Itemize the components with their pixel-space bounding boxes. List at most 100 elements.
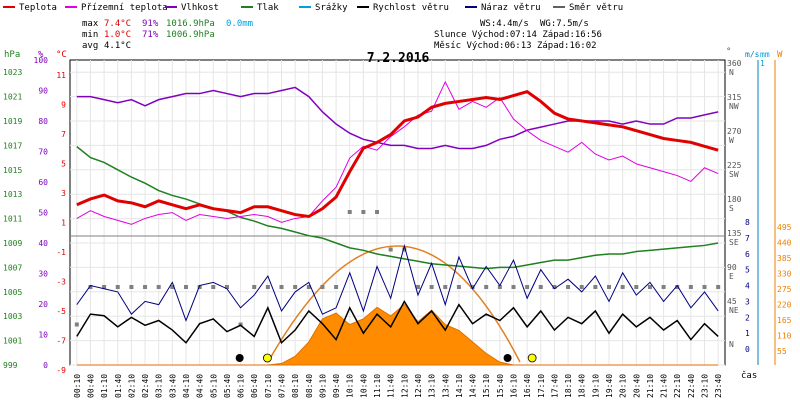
y-tick-hpa: 1015 bbox=[3, 166, 22, 175]
y-tick-ms: 2 bbox=[745, 313, 750, 322]
x-tick-label: 11:10 bbox=[373, 374, 382, 398]
moonrise-marker bbox=[235, 354, 244, 362]
y-tick-dir-deg: 360 bbox=[727, 59, 742, 68]
legend-label: Náraz větru bbox=[481, 3, 541, 13]
x-tick-label: 17:40 bbox=[550, 374, 559, 398]
y-tick-pct: 50 bbox=[38, 209, 48, 218]
x-tick-label: 12:10 bbox=[400, 374, 409, 398]
x-tick-label: 00:10 bbox=[73, 374, 82, 398]
humidity-line bbox=[76, 86, 719, 150]
y-tick-pct: 90 bbox=[38, 87, 48, 96]
wind-dir-point bbox=[279, 285, 284, 289]
y-axis-label-temp: °C bbox=[56, 50, 67, 60]
wind-dir-point bbox=[497, 285, 502, 289]
wind-dir-point bbox=[347, 210, 352, 214]
wind-dir-point bbox=[129, 285, 134, 289]
wind-dir-point bbox=[511, 285, 516, 289]
sunrise-marker bbox=[263, 353, 272, 363]
x-tick-label: 09:10 bbox=[318, 374, 327, 398]
y-tick-dir-compass: W bbox=[729, 136, 734, 145]
y-tick-hpa: 1011 bbox=[3, 215, 22, 224]
y-tick-temp: -9 bbox=[56, 366, 66, 375]
wind-dir-point bbox=[456, 285, 461, 289]
y-tick-hpa: 1021 bbox=[3, 93, 22, 102]
x-tick-label: 12:40 bbox=[414, 374, 423, 398]
y-tick-hpa: 1003 bbox=[3, 312, 22, 321]
legend-label: Směr větru bbox=[569, 3, 623, 13]
wind-dir-point bbox=[252, 285, 257, 289]
wind-dir-point bbox=[593, 285, 598, 289]
wind-dir-point bbox=[74, 322, 79, 327]
y-tick-dir-compass: N bbox=[729, 340, 734, 349]
wind-dir-point bbox=[375, 210, 380, 214]
x-tick-label: 10:10 bbox=[346, 374, 355, 398]
y-axis-label-mm: mm bbox=[760, 50, 770, 59]
y-tick-temp: 5 bbox=[61, 160, 66, 169]
y-tick-dir-deg: 45 bbox=[727, 297, 737, 306]
wind-dir-point bbox=[634, 285, 639, 289]
y-tick-pct: 20 bbox=[38, 300, 48, 309]
y-tick-wm2: 385 bbox=[777, 254, 792, 263]
wind-dir-point bbox=[702, 285, 707, 289]
y-tick-ms: 4 bbox=[745, 282, 750, 291]
stats-min-hum: 71% bbox=[142, 30, 159, 40]
y-tick-temp: 7 bbox=[61, 130, 66, 139]
x-tick-label: 23:10 bbox=[701, 374, 710, 398]
wind-dir-point bbox=[688, 285, 693, 289]
x-tick-label: 14:10 bbox=[455, 374, 464, 398]
x-tick-label: 23:40 bbox=[714, 374, 723, 398]
legend-label: Rychlost větru bbox=[373, 3, 449, 13]
x-tick-label: 18:40 bbox=[578, 374, 587, 398]
stats-min-label: min bbox=[82, 30, 98, 40]
y-tick-dir-compass: N bbox=[729, 68, 734, 77]
y-tick-hpa: 1007 bbox=[3, 263, 22, 272]
stats-wg: WG:7.5m/s bbox=[540, 19, 589, 29]
x-tick-label: 15:10 bbox=[482, 374, 491, 398]
x-tick-label: 17:10 bbox=[537, 374, 546, 398]
y-tick-dir-compass: S bbox=[729, 204, 734, 213]
wind-dir-point bbox=[143, 285, 148, 289]
stats-avg-label: avg bbox=[82, 41, 98, 51]
solar-radiation-area bbox=[76, 303, 719, 366]
x-tick-label: 05:10 bbox=[209, 374, 218, 398]
wind-dir-point bbox=[661, 285, 666, 289]
y-tick-temp: -7 bbox=[56, 337, 66, 346]
x-tick-label: 03:40 bbox=[168, 374, 177, 398]
y-tick-pct: 100 bbox=[34, 56, 49, 65]
x-tick-label: 19:10 bbox=[591, 374, 600, 398]
wind-dir-point bbox=[197, 285, 202, 289]
stats-max-hum: 91% bbox=[142, 19, 159, 29]
y-tick-pct: 60 bbox=[38, 178, 48, 187]
x-tick-label: 22:10 bbox=[673, 374, 682, 398]
y-tick-wm2: 165 bbox=[777, 316, 792, 325]
x-tick-label: 20:10 bbox=[619, 374, 628, 398]
y-tick-temp: -1 bbox=[56, 248, 66, 257]
y-tick-temp: 3 bbox=[61, 189, 66, 198]
y-tick-wm2: 495 bbox=[777, 223, 792, 232]
pressure-line bbox=[76, 146, 719, 270]
x-tick-label: 09:40 bbox=[332, 374, 341, 398]
wind-dir-point bbox=[156, 285, 161, 289]
wind-dir-point bbox=[647, 285, 652, 289]
axes: 00:10 00:40 01:10 01:40 02:10 02:40 03:10 03:40… bbox=[3, 47, 792, 398]
y-tick-ms: 3 bbox=[745, 297, 750, 306]
wind-speed-line bbox=[76, 299, 719, 345]
legend-label: Teplota bbox=[19, 3, 57, 13]
x-tick-label: 05:40 bbox=[223, 374, 232, 398]
x-tick-label: 08:40 bbox=[305, 374, 314, 398]
wind-dir-point bbox=[402, 247, 407, 252]
wind-gust-line bbox=[76, 243, 719, 322]
stats-min-press: 1006.9hPa bbox=[166, 30, 215, 40]
stats-max-label: max bbox=[82, 19, 99, 29]
x-tick-label: 07:40 bbox=[278, 374, 287, 398]
wind-dir-point bbox=[675, 285, 680, 289]
y-tick-dir-deg: 90 bbox=[727, 263, 737, 272]
y-tick-dir-deg: 135 bbox=[727, 229, 742, 238]
wind-dir-point bbox=[88, 285, 93, 289]
y-tick-pct: 0 bbox=[43, 361, 48, 370]
wind-dir-point bbox=[102, 285, 107, 289]
y-tick-wm2: 330 bbox=[777, 270, 792, 279]
x-axis-label: čas bbox=[741, 370, 757, 381]
y-tick-hpa: 999 bbox=[3, 361, 18, 370]
